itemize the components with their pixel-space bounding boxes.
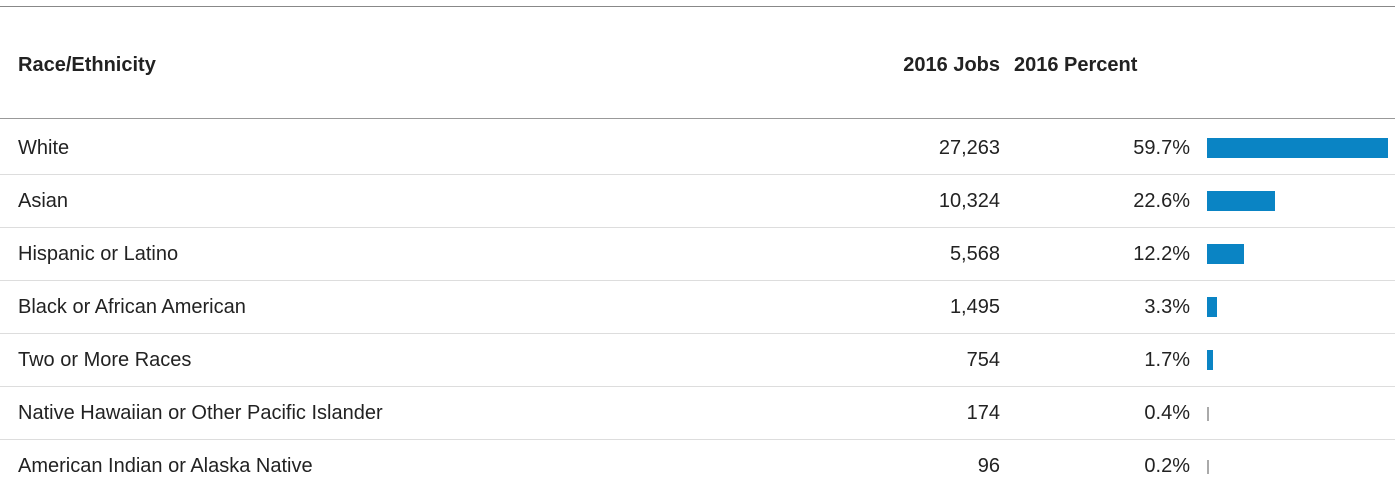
percent-bar xyxy=(1207,244,1244,264)
header-label: Race/Ethnicity xyxy=(18,54,156,76)
percent-bar xyxy=(1207,138,1388,158)
row-percent: 1.7% xyxy=(1144,349,1190,371)
row-jobs: 96 xyxy=(977,455,1000,477)
row-rule xyxy=(0,439,1395,440)
row-label: Hispanic or Latino xyxy=(18,243,179,265)
row-label: Asian xyxy=(18,190,69,212)
row-jobs: 754 xyxy=(966,349,1000,371)
row-percent: 0.2% xyxy=(1144,455,1190,477)
row-percent: 22.6% xyxy=(1133,190,1190,212)
header-jobs: 2016 Jobs xyxy=(903,54,1000,76)
row-jobs: 5,568 xyxy=(949,243,1000,265)
row-rule xyxy=(0,174,1395,175)
percent-bar xyxy=(1207,191,1276,211)
header-percent: 2016 Percent xyxy=(1014,54,1138,76)
row-jobs: 10,324 xyxy=(938,190,1000,212)
top-rule xyxy=(0,6,1395,7)
row-rule xyxy=(0,386,1395,387)
row-percent: 12.2% xyxy=(1133,243,1190,265)
row-percent: 59.7% xyxy=(1133,137,1190,159)
row-jobs: 174 xyxy=(966,402,1000,424)
row-rule xyxy=(0,280,1395,281)
row-label: White xyxy=(18,137,70,159)
percent-bar xyxy=(1207,407,1209,421)
percent-bar xyxy=(1207,297,1217,317)
row-label: Two or More Races xyxy=(18,349,192,371)
row-jobs: 1,495 xyxy=(949,296,1000,318)
row-label: Black or African American xyxy=(18,296,246,318)
row-label: American Indian or Alaska Native xyxy=(18,455,313,477)
row-percent: 3.3% xyxy=(1144,296,1190,318)
percent-bar xyxy=(1207,350,1213,370)
row-jobs: 27,263 xyxy=(938,137,1000,159)
header-rule xyxy=(0,118,1395,119)
row-rule xyxy=(0,333,1395,334)
percent-bar xyxy=(1207,460,1209,474)
row-percent: 0.4% xyxy=(1144,402,1190,424)
row-rule xyxy=(0,227,1395,228)
row-label: Native Hawaiian or Other Pacific Islande… xyxy=(18,402,383,424)
